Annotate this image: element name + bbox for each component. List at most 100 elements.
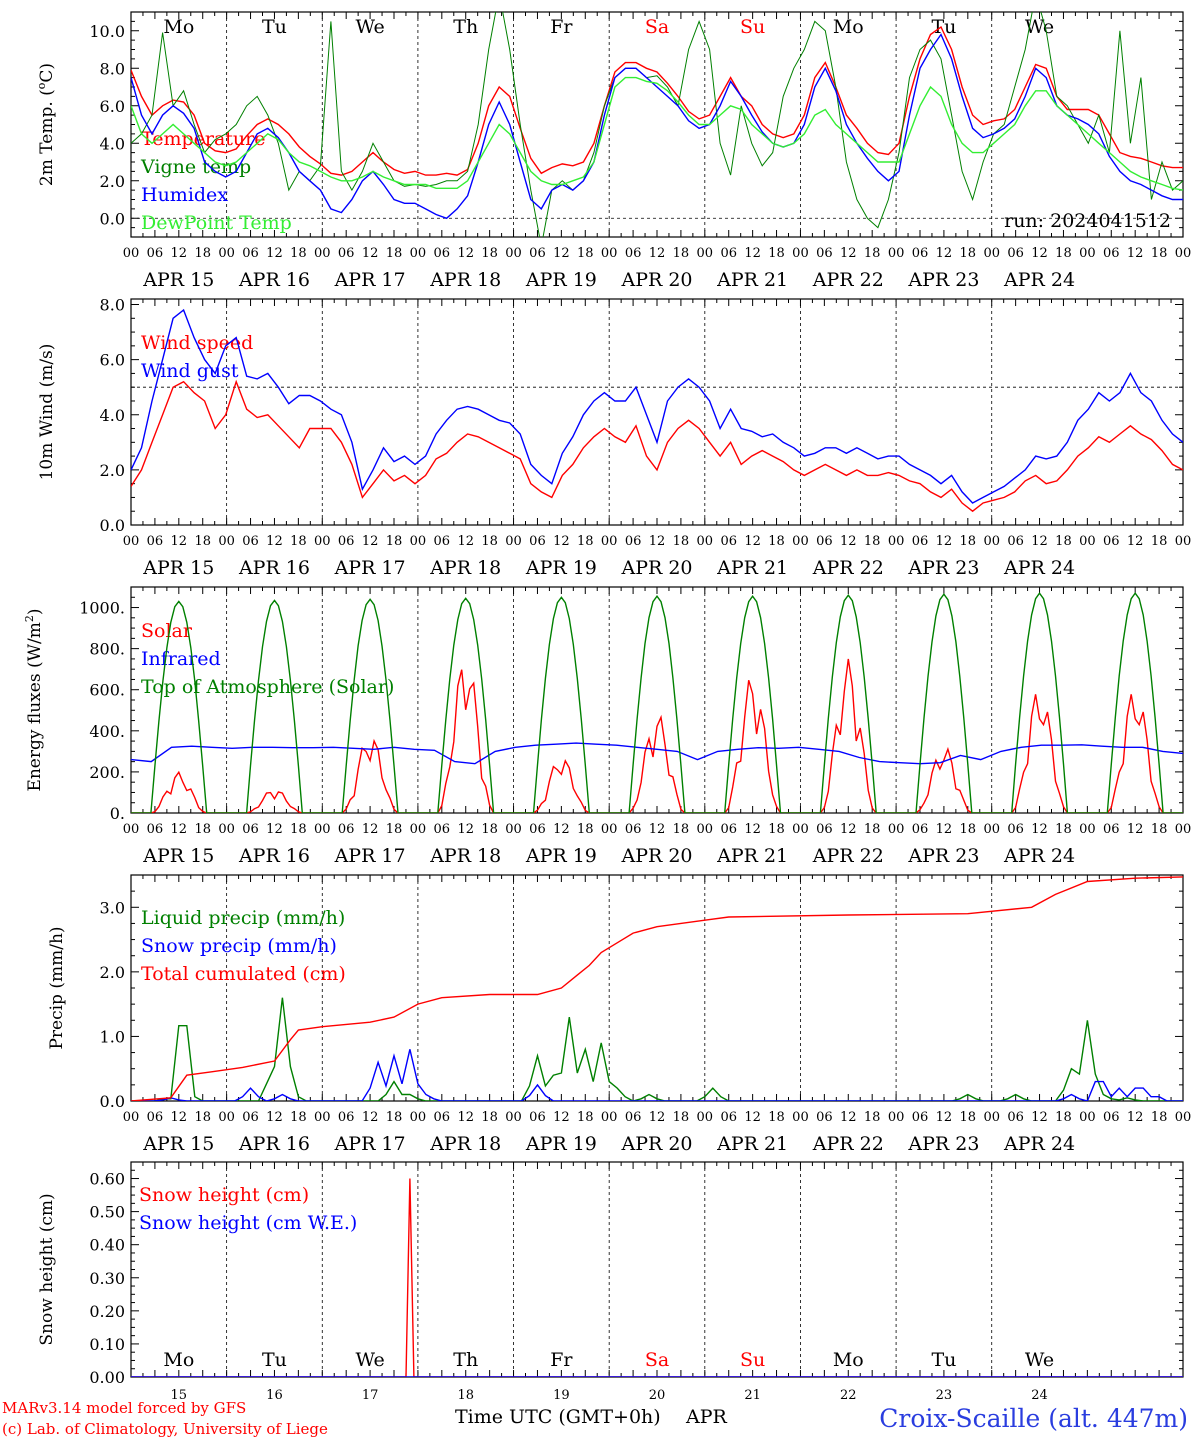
hour-tick-label: 06 [720, 1110, 737, 1125]
y-tick-label: 800. [89, 640, 125, 659]
hour-tick-label: 12 [362, 246, 379, 261]
series-line-dewpoint-temp [131, 76, 1183, 191]
hour-tick-label: 00 [505, 534, 522, 549]
hour-tick-label: 18 [768, 246, 785, 261]
hour-tick-label: 12 [553, 534, 570, 549]
hour-tick-label: 06 [434, 822, 451, 837]
hour-tick-label: 00 [888, 1110, 905, 1125]
y-tick-label: 3.0 [100, 898, 125, 917]
hour-tick-label: 18 [1055, 534, 1072, 549]
series-line-humidex [131, 33, 1183, 220]
series-line-infrared [131, 742, 1183, 765]
panel-5: 0.00 0.10 0.20 0.30 0.40 0.50 0.60 Snow height … [37, 1161, 1184, 1403]
hour-tick-label: 06 [242, 246, 259, 261]
date-label: APR 24 [1003, 1133, 1075, 1155]
hour-tick-label: 18 [577, 822, 594, 837]
hour-tick-label: 00 [888, 246, 905, 261]
date-label: APR 18 [429, 557, 501, 579]
hour-tick-label: 06 [912, 822, 929, 837]
hour-tick-label: 12 [936, 246, 953, 261]
day-number-label: 15 [171, 1388, 188, 1403]
date-label: APR 19 [525, 557, 597, 579]
y-tick-label: 1000. [79, 599, 125, 618]
y-tick-label: 6.0 [100, 97, 125, 116]
hour-tick-label: 18 [577, 1110, 594, 1125]
date-label: APR 23 [907, 845, 979, 867]
y-tick-label: 200. [89, 763, 125, 782]
legend-entry: Top of Atmosphere (Solar) [141, 676, 394, 698]
weekday-label: Sa [645, 1349, 669, 1371]
hour-tick-label: 00 [218, 1110, 235, 1125]
hour-tick-label: 18 [864, 534, 881, 549]
hour-tick-label: 12 [649, 822, 666, 837]
hour-tick-label: 18 [577, 534, 594, 549]
hour-tick-label: 06 [434, 534, 451, 549]
date-label: APR 18 [429, 269, 501, 291]
hour-tick-label: 06 [720, 534, 737, 549]
series-line-liquid-precip-mm-h- [131, 997, 1183, 1101]
hour-tick-label: 06 [912, 1110, 929, 1125]
hour-tick-label: 18 [290, 534, 307, 549]
y-tick-label: 8.0 [100, 296, 125, 315]
y-axis-title: 2m Temp. (oC) [35, 63, 57, 186]
legend-entry: Liquid precip (mm/h) [141, 907, 345, 929]
hour-tick-label: 00 [983, 822, 1000, 837]
hour-tick-label: 12 [553, 246, 570, 261]
hour-tick-label: 12 [171, 534, 188, 549]
hour-tick-label: 18 [290, 822, 307, 837]
hour-tick-label: 18 [194, 822, 211, 837]
hour-tick-label: 00 [314, 246, 331, 261]
y-tick-label: 6.0 [100, 351, 125, 370]
hour-tick-label: 06 [720, 822, 737, 837]
date-label: APR 22 [812, 845, 884, 867]
hour-tick-label: 12 [744, 534, 761, 549]
y-tick-label: 0.0 [100, 1092, 125, 1111]
y-axis-title: Precip (mm/h) [47, 926, 67, 1049]
station-name: Croix-Scaille (alt. 447m) [879, 1404, 1188, 1433]
series-line-total-cumulated-cm- [131, 876, 1183, 1101]
hour-tick-label: 18 [960, 246, 977, 261]
hour-tick-label: 12 [362, 1110, 379, 1125]
legend-entry: Infrared [141, 648, 221, 670]
hour-tick-label: 18 [386, 822, 403, 837]
date-label: APR 24 [1003, 557, 1075, 579]
hour-tick-label: 00 [410, 822, 427, 837]
y-tick-label: 1.0 [100, 1027, 125, 1046]
hour-tick-label: 12 [457, 1110, 474, 1125]
hour-tick-label: 12 [1127, 822, 1144, 837]
hour-tick-label: 18 [386, 246, 403, 261]
day-number-label: 16 [266, 1388, 283, 1403]
hour-tick-label: 18 [864, 1110, 881, 1125]
hour-tick-label: 06 [529, 822, 546, 837]
hour-tick-label: 12 [840, 534, 857, 549]
panel-2: 0.0 2.0 4.0 6.0 8.0 10m Wind (m/s) 00 06 12 18 00 0… [37, 296, 1191, 579]
weekday-label: Th [453, 1349, 478, 1371]
hour-tick-label: 00 [218, 246, 235, 261]
date-label: APR 22 [812, 269, 884, 291]
hour-tick-label: 06 [625, 1110, 642, 1125]
hour-tick-label: 18 [386, 534, 403, 549]
y-tick-label: 400. [89, 722, 125, 741]
hour-tick-label: 06 [625, 534, 642, 549]
hour-tick-label: 00 [888, 822, 905, 837]
hour-tick-label: 12 [936, 822, 953, 837]
hour-tick-label: 12 [1127, 1110, 1144, 1125]
hour-tick-label: 18 [960, 1110, 977, 1125]
hour-tick-label: 12 [1031, 822, 1048, 837]
run-label: run: 2024041512 [1004, 210, 1171, 232]
date-label: APR 16 [238, 557, 310, 579]
hour-tick-label: 12 [266, 1110, 283, 1125]
weekday-label: Mo [163, 16, 194, 38]
hour-tick-label: 06 [338, 1110, 355, 1125]
hour-tick-label: 12 [649, 246, 666, 261]
hour-tick-label: 06 [147, 246, 164, 261]
panel-3: 0. 200. 400. 600. 800. 1000. Energy fluxes (W/… [23, 586, 1191, 867]
hour-tick-label: 06 [1103, 822, 1120, 837]
hour-tick-label: 18 [673, 1110, 690, 1125]
y-tick-label: 0.20 [89, 1302, 125, 1321]
weekday-label: Su [740, 16, 765, 38]
day-number-label: 17 [362, 1388, 379, 1403]
lab-credit: (c) Lab. of Climatology, University of L… [2, 1420, 328, 1438]
hour-tick-label: 12 [936, 1110, 953, 1125]
hour-tick-label: 00 [601, 1110, 618, 1125]
